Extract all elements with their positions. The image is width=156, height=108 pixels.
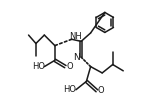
- Text: N: N: [73, 53, 80, 62]
- Text: NH: NH: [69, 32, 82, 41]
- Text: O: O: [98, 86, 104, 95]
- Text: HO: HO: [32, 62, 45, 71]
- Text: HO: HO: [64, 85, 77, 94]
- Text: O: O: [66, 62, 73, 71]
